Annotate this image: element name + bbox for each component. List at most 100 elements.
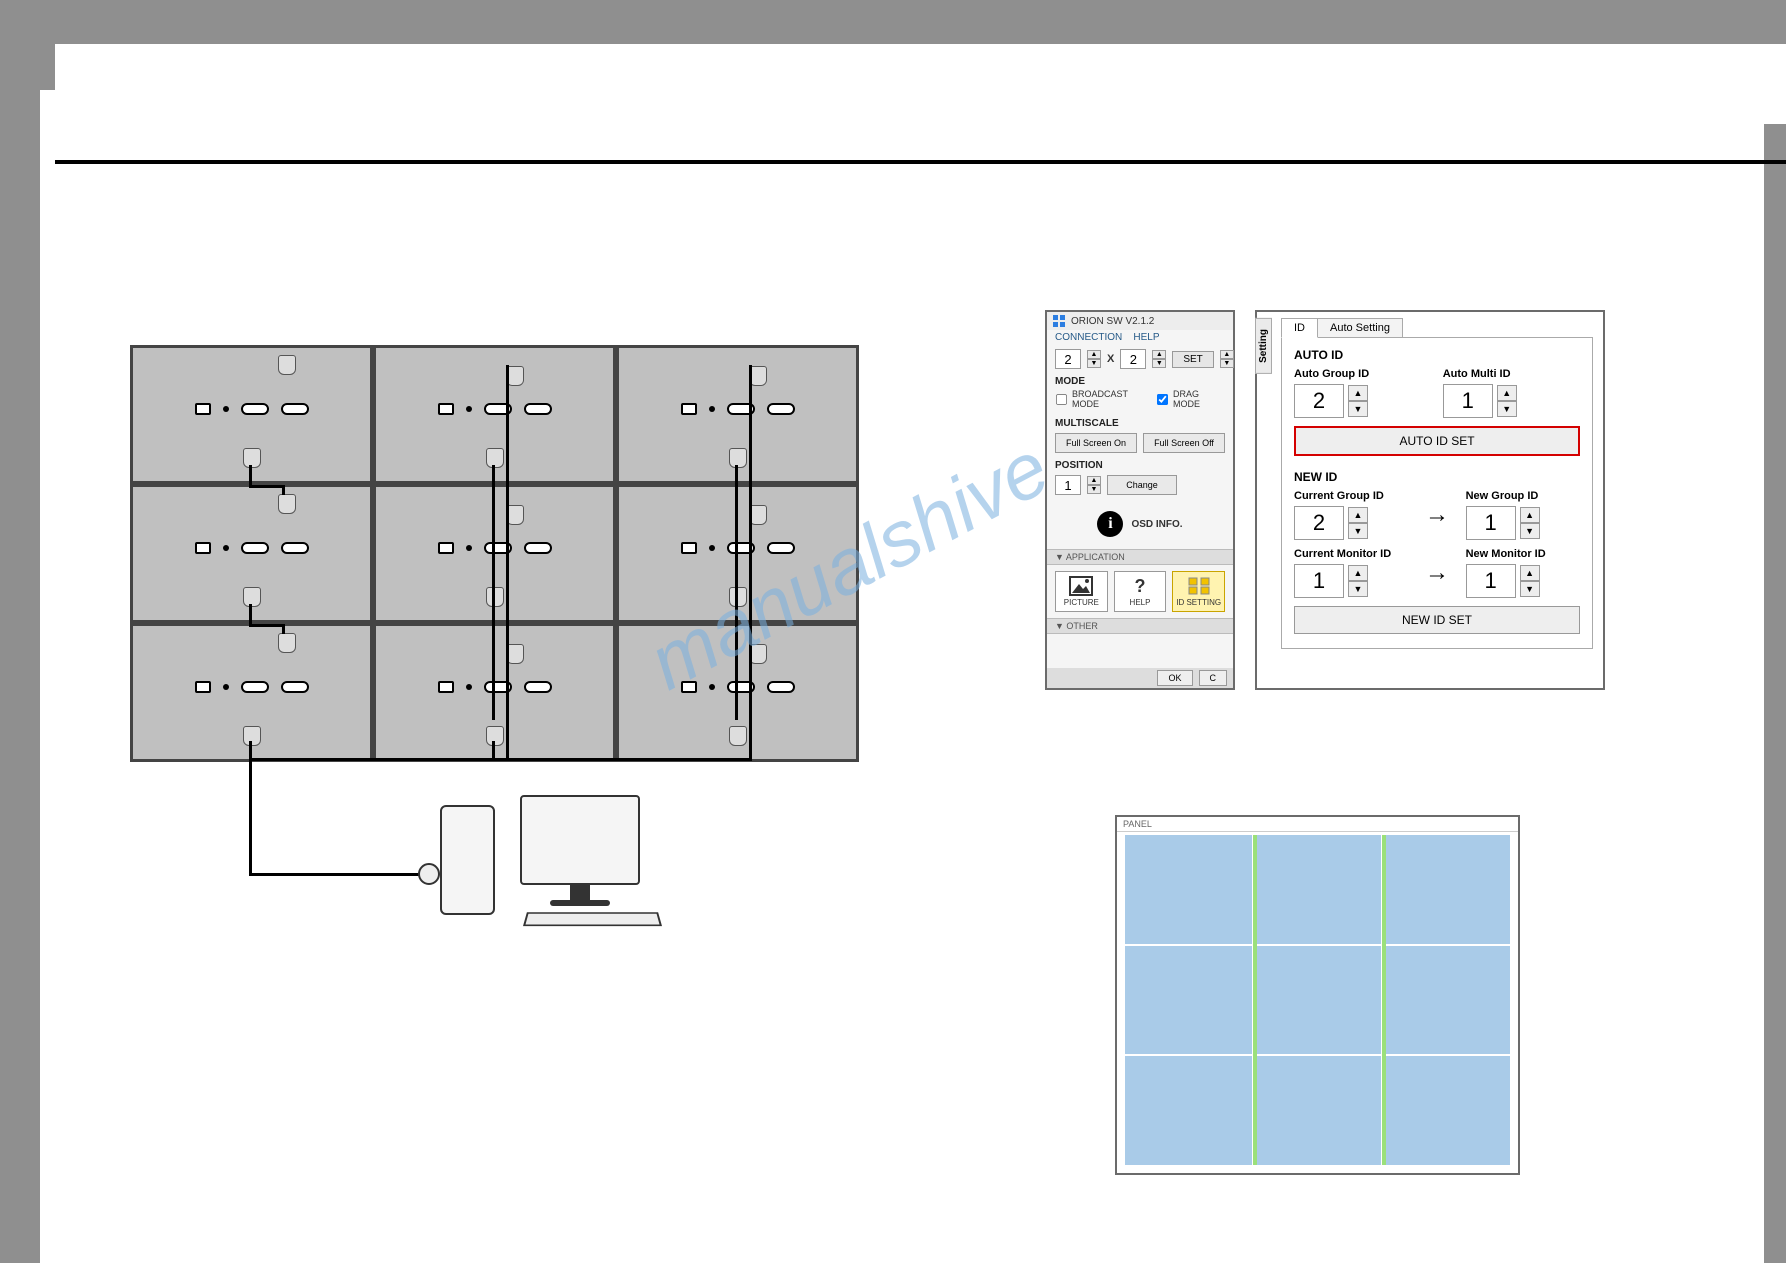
current-group-label: Current Group ID (1294, 490, 1408, 502)
auto-group-down-button[interactable]: ▼ (1348, 401, 1368, 417)
new-monitor-input[interactable] (1466, 564, 1516, 598)
rows-down-button[interactable]: ▼ (1152, 359, 1166, 368)
auto-group-up-button[interactable]: ▲ (1348, 385, 1368, 401)
plug-out-icon (486, 726, 504, 746)
ok-button[interactable]: OK (1157, 670, 1192, 686)
change-button[interactable]: Change (1107, 475, 1177, 495)
grid-rows-input[interactable] (1120, 349, 1146, 369)
current-group-down-button[interactable]: ▼ (1348, 523, 1368, 539)
other-heading[interactable]: ▼ OTHER (1047, 618, 1233, 634)
panel-cell[interactable] (1125, 946, 1252, 1055)
current-group-up-button[interactable]: ▲ (1348, 507, 1368, 523)
idsetting-icon (1187, 576, 1211, 596)
fullscreen-off-button[interactable]: Full Screen Off (1143, 433, 1225, 453)
auto-multi-down-button[interactable]: ▼ (1497, 401, 1517, 417)
serial-port-icon (524, 542, 552, 554)
panel-cell[interactable] (1383, 835, 1510, 944)
current-monitor-down-button[interactable]: ▼ (1348, 581, 1368, 597)
plug-out-icon (243, 587, 261, 607)
mode-checks: BROADCAST MODE DRAG MODE (1047, 387, 1233, 415)
set-grid-button[interactable]: SET (1172, 351, 1213, 368)
pc-base-icon (550, 900, 610, 906)
plug-out-icon (729, 587, 747, 607)
auto-id-set-button[interactable]: AUTO ID SET (1294, 426, 1580, 456)
drag-checkbox[interactable] (1157, 393, 1168, 404)
position-up-button[interactable]: ▲ (1087, 476, 1101, 485)
info-icon: i (1097, 511, 1123, 537)
auto-multi-up-button[interactable]: ▲ (1497, 385, 1517, 401)
port-row (133, 542, 370, 554)
auto-multi-input[interactable] (1443, 384, 1493, 418)
setting-sidetab[interactable]: Setting (1255, 318, 1272, 374)
panel-cell[interactable] (1125, 835, 1252, 944)
rows-up-button[interactable]: ▲ (1152, 350, 1166, 359)
ethernet-port-icon (438, 542, 454, 554)
cable (249, 758, 509, 761)
plug-in-icon (278, 633, 296, 653)
serial-port-icon (241, 403, 269, 415)
port-dot-icon (223, 545, 229, 551)
pc-cable-v (249, 741, 252, 876)
tab-auto-setting[interactable]: Auto Setting (1317, 318, 1403, 338)
cols-stepper: ▲▼ (1087, 350, 1101, 368)
app-idsetting-button[interactable]: ID SETTING (1172, 571, 1225, 612)
menu-connection[interactable]: CONNECTION (1055, 332, 1122, 343)
serial-port-icon (281, 403, 309, 415)
new-monitor-down-button[interactable]: ▼ (1520, 581, 1540, 597)
cable (506, 365, 509, 761)
fullscreen-on-button[interactable]: Full Screen On (1055, 433, 1137, 453)
application-row: PICTURE ? HELP ID SETTING (1047, 565, 1233, 618)
osd-info-row[interactable]: i OSD INFO. (1047, 499, 1233, 549)
cols-up-button[interactable]: ▲ (1087, 350, 1101, 359)
panel-cell[interactable] (1383, 1056, 1510, 1165)
current-group-input[interactable] (1294, 506, 1344, 540)
port-dot-icon (466, 684, 472, 690)
wall-tile-2-1 (130, 484, 373, 623)
cols-down-button[interactable]: ▼ (1087, 359, 1101, 368)
broadcast-checkbox[interactable] (1056, 393, 1067, 404)
port-dot-icon (709, 545, 715, 551)
panel-cell[interactable] (1254, 1056, 1381, 1165)
cable (249, 604, 252, 624)
cancel-button[interactable]: C (1199, 670, 1228, 686)
window-titlebar: ORION SW V2.1.2 (1047, 312, 1233, 330)
position-stepper: ▲▼ (1087, 476, 1101, 494)
panel-cell[interactable] (1383, 946, 1510, 1055)
tab-id[interactable]: ID (1281, 318, 1318, 338)
drag-label: DRAG MODE (1173, 389, 1225, 409)
new-id-set-button[interactable]: NEW ID SET (1294, 606, 1580, 634)
footer-row: OK C (1047, 668, 1233, 688)
set-down-button[interactable]: ▼ (1220, 359, 1234, 368)
wall-tile-1-1 (130, 345, 373, 484)
plug-out-icon (243, 448, 261, 468)
rows-stepper: ▲▼ (1152, 350, 1166, 368)
app-help-button[interactable]: ? HELP (1114, 571, 1167, 612)
current-monitor-input[interactable] (1294, 564, 1344, 598)
application-heading[interactable]: ▼ APPLICATION (1047, 549, 1233, 565)
app-idsetting-label: ID SETTING (1176, 598, 1221, 607)
plug-in-icon (278, 494, 296, 514)
position-down-button[interactable]: ▼ (1087, 485, 1101, 494)
app-picture-button[interactable]: PICTURE (1055, 571, 1108, 612)
ethernet-port-icon (195, 403, 211, 415)
page-right-bar (1764, 0, 1786, 1263)
serial-port-icon (281, 681, 309, 693)
grid-cols-input[interactable] (1055, 349, 1081, 369)
current-monitor-up-button[interactable]: ▲ (1348, 565, 1368, 581)
panel-cell[interactable] (1254, 835, 1381, 944)
new-group-down-button[interactable]: ▼ (1520, 523, 1540, 539)
plug-out-icon (486, 587, 504, 607)
new-group-label: New Group ID (1466, 490, 1580, 502)
cable (249, 624, 285, 627)
ethernet-port-icon (681, 542, 697, 554)
panel-cell[interactable] (1125, 1056, 1252, 1165)
new-group-up-button[interactable]: ▲ (1520, 507, 1540, 523)
new-monitor-up-button[interactable]: ▲ (1520, 565, 1540, 581)
position-input[interactable] (1055, 475, 1081, 495)
menu-help[interactable]: HELP (1133, 332, 1159, 343)
new-group-input[interactable] (1466, 506, 1516, 540)
auto-group-input[interactable] (1294, 384, 1344, 418)
set-up-button[interactable]: ▲ (1220, 350, 1234, 359)
panel-cell[interactable] (1254, 946, 1381, 1055)
port-dot-icon (466, 406, 472, 412)
